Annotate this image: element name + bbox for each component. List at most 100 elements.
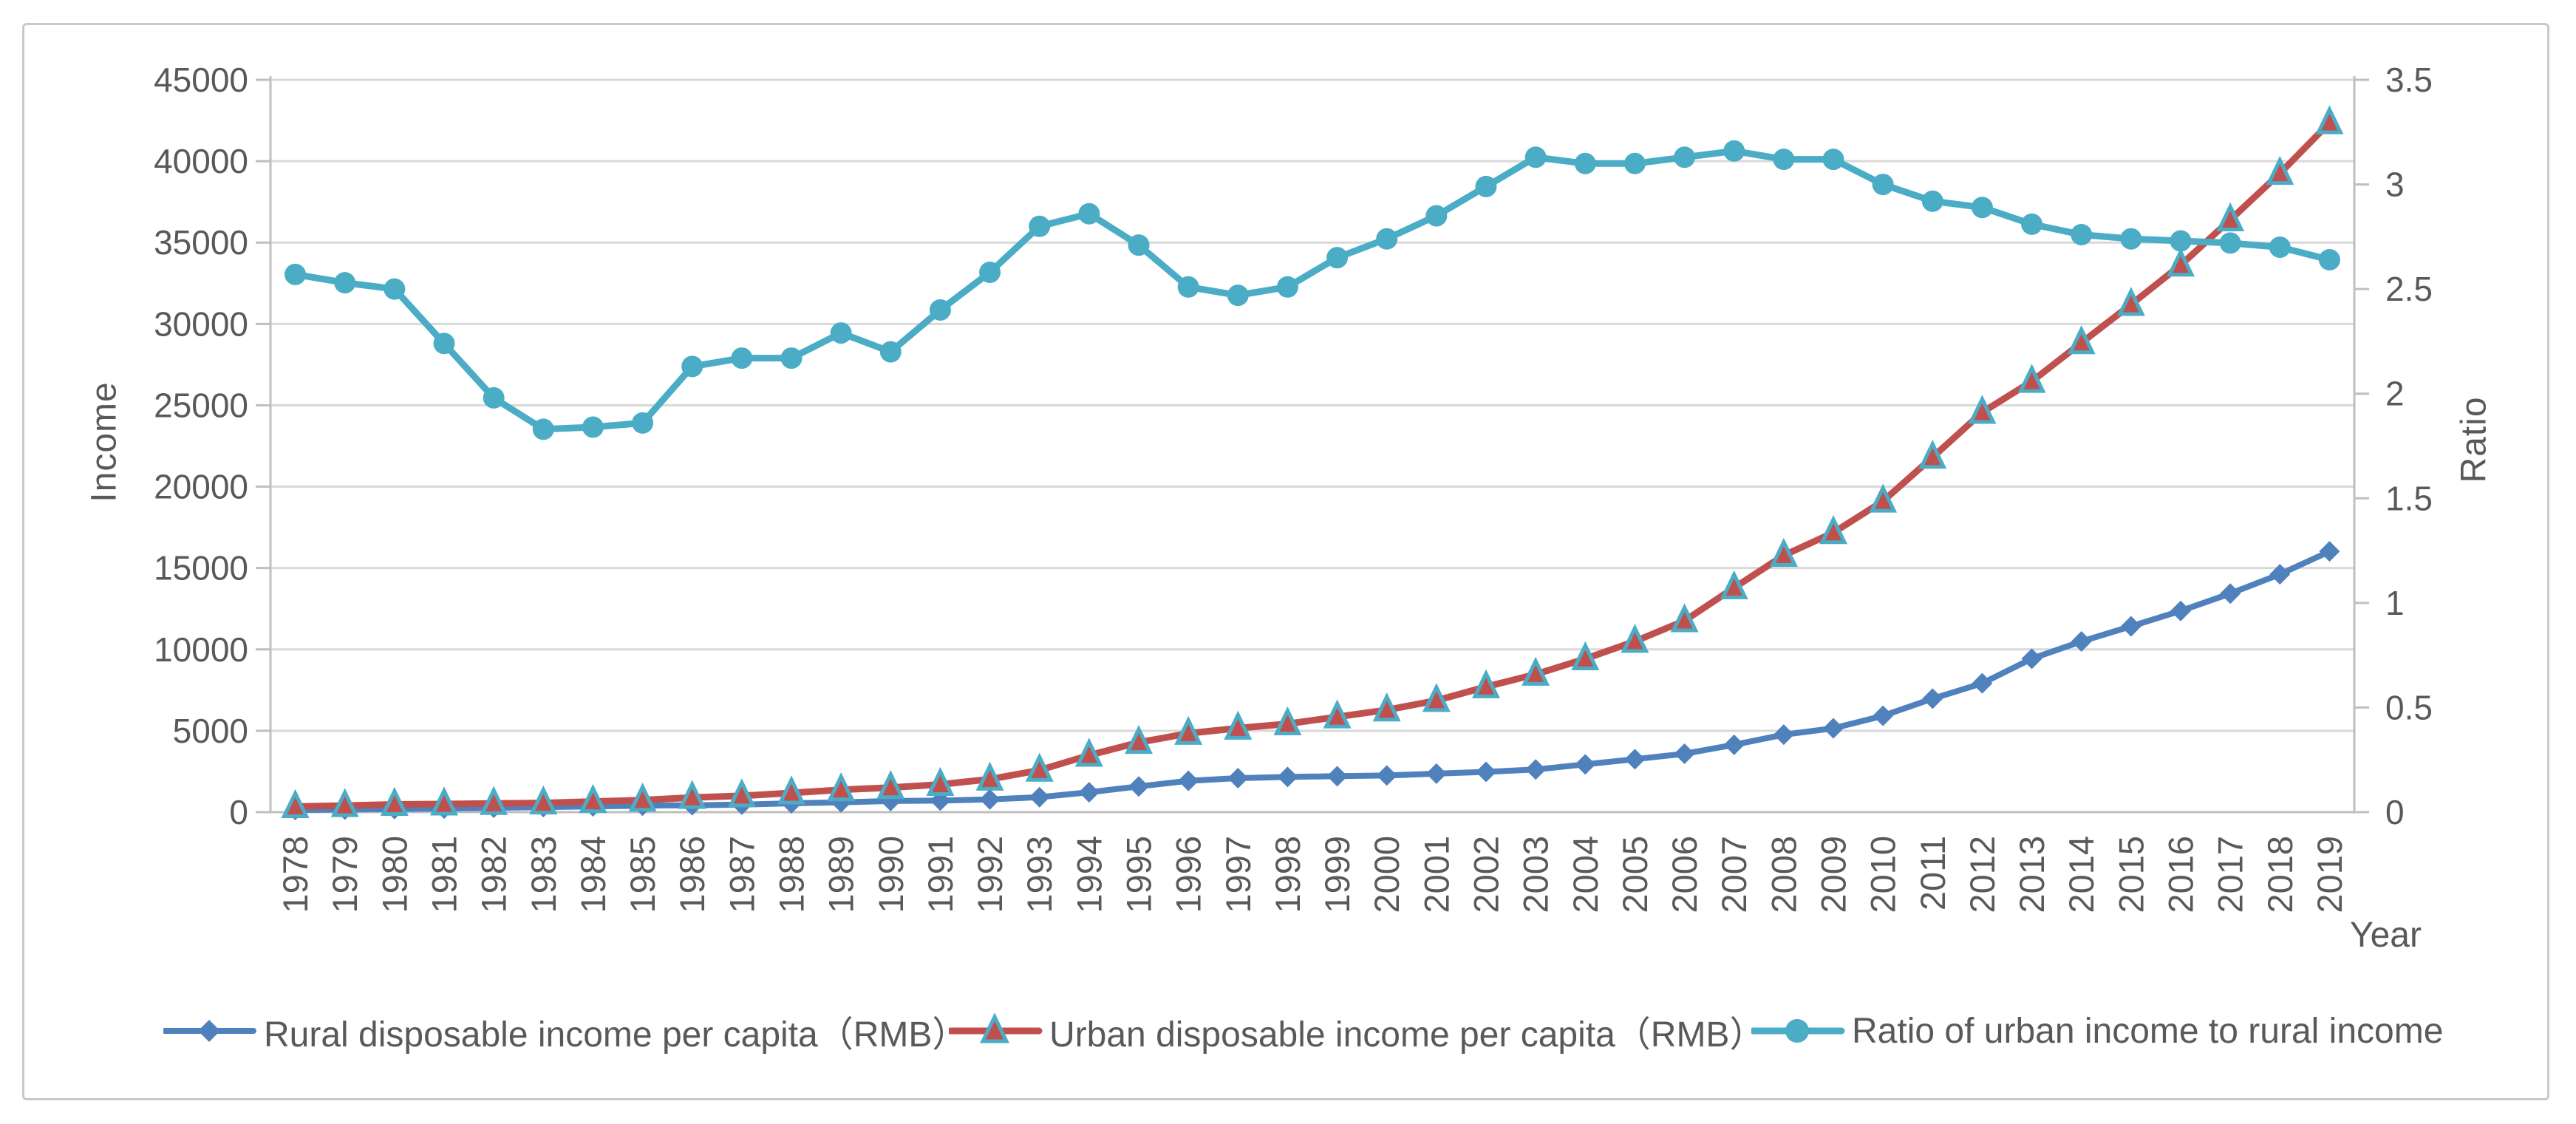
x-tick-label: 1986 xyxy=(672,836,712,913)
x-tick-label: 1990 xyxy=(871,836,910,913)
triangle-marker-icon xyxy=(480,786,508,815)
triangle-marker-icon xyxy=(2167,247,2195,277)
x-tick-label: 2004 xyxy=(1566,836,1605,913)
triangle-marker-icon xyxy=(1174,715,1203,745)
triangle-marker-icon xyxy=(1025,752,1054,782)
right-tick-label: 2 xyxy=(2385,375,2405,413)
circle-marker-icon xyxy=(2120,228,2142,250)
legend-label-urban: Urban disposable income per capita（RMB） xyxy=(1049,1015,1765,1055)
circle-marker-icon xyxy=(2269,236,2291,259)
x-tick-label: 1994 xyxy=(1069,836,1108,913)
legend-item-ratio[interactable]: Ratio of urban income to rural income xyxy=(1751,1007,2443,1055)
legend-marker-ratio-circle-icon xyxy=(1751,1019,1845,1043)
x-tick-label: 2019 xyxy=(2310,836,2349,913)
x-tick-label: 2006 xyxy=(1665,836,1704,913)
x-tick-label: 1989 xyxy=(822,836,861,913)
legend-item-rural[interactable]: Rural disposable income per capita（RMB） xyxy=(163,1007,967,1055)
circle-marker-icon xyxy=(2318,249,2340,271)
triangle-marker-icon xyxy=(1968,395,1997,424)
circle-marker-icon xyxy=(879,341,902,363)
x-tick-label: 1992 xyxy=(970,836,1009,913)
triangle-marker-icon xyxy=(1918,439,1947,469)
circle-marker-icon xyxy=(1524,146,1547,168)
legend-label-ratio: Ratio of urban income to rural income xyxy=(1852,1011,2444,1051)
circle-marker-icon xyxy=(2170,230,2192,252)
diamond-marker-icon xyxy=(2021,648,2042,670)
x-tick-label: 1979 xyxy=(325,836,364,913)
circle-marker-icon xyxy=(582,416,604,438)
triangle-marker-icon xyxy=(1819,515,1847,545)
x-tick-label: 2003 xyxy=(1516,836,1556,913)
circle-marker-icon xyxy=(1475,175,1497,197)
circle-marker-icon xyxy=(1773,149,1795,171)
circle-marker-icon xyxy=(2071,224,2093,246)
circle-marker-icon xyxy=(1326,247,1349,269)
triangle-marker-icon xyxy=(2067,325,2096,355)
circle-marker-icon xyxy=(830,322,852,344)
triangle-marker-icon xyxy=(1769,537,1798,567)
left-axis-title: Income xyxy=(84,381,124,503)
diamond-marker-icon xyxy=(2071,631,2092,653)
series-line xyxy=(292,548,2333,813)
triangle-marker-icon xyxy=(2116,287,2145,316)
diamond-marker-icon xyxy=(1425,763,1447,784)
left-tick-label: 45000 xyxy=(154,61,248,99)
circle-marker-icon xyxy=(1029,215,1051,237)
diamond-marker-icon xyxy=(1178,770,1199,791)
x-tick-label: 1993 xyxy=(1020,836,1059,913)
x-tick-label: 1978 xyxy=(276,836,315,913)
right-tick-label: 0 xyxy=(2385,793,2405,831)
x-tick-label: 2000 xyxy=(1367,836,1406,913)
diamond-marker-icon xyxy=(1873,705,1894,726)
x-tick-label: 2009 xyxy=(1814,836,1853,913)
triangle-marker-icon xyxy=(2266,155,2294,185)
diamond-marker-icon xyxy=(2170,600,2191,621)
triangle-marker-icon xyxy=(1323,699,1352,729)
x-tick-label: 1984 xyxy=(573,836,613,913)
diamond-marker-icon xyxy=(2120,616,2141,637)
diamond-marker-icon xyxy=(1575,754,1596,775)
diamond-marker-icon xyxy=(1029,786,1050,808)
right-tick-label: 1 xyxy=(2385,584,2405,622)
diamond-marker-icon xyxy=(979,788,1001,810)
legend-item-urban[interactable]: Urban disposable income per capita（RMB） xyxy=(949,1007,1765,1055)
triangle-marker-icon xyxy=(1074,738,1103,767)
circle-marker-icon xyxy=(433,333,455,355)
chart-frame[interactable] xyxy=(22,23,2549,1100)
circle-marker-icon xyxy=(1227,285,1249,307)
circle-marker-icon xyxy=(1376,228,1398,250)
circle-marker-icon xyxy=(681,355,703,378)
series-urban xyxy=(281,105,2344,818)
right-tick-label: 3 xyxy=(2385,166,2405,204)
x-tick-label: 2008 xyxy=(1764,836,1803,913)
triangle-marker-icon xyxy=(1125,724,1153,755)
x-tick-label: 1983 xyxy=(524,836,563,913)
x-tick-label: 1995 xyxy=(1120,836,1159,913)
circle-marker-icon xyxy=(2219,232,2241,254)
legend-marker-rural-diamond-icon xyxy=(163,1020,256,1042)
left-tick-label: 5000 xyxy=(173,712,248,750)
circle-marker-icon xyxy=(384,278,406,300)
x-tick-label: 2011 xyxy=(1913,836,1952,910)
diamond-marker-icon xyxy=(1277,766,1298,788)
circle-marker-icon xyxy=(1822,149,1844,171)
diamond-marker-icon xyxy=(1773,724,1794,746)
circle-marker-icon xyxy=(2021,213,2043,235)
diamond-marker-icon xyxy=(1476,761,1496,783)
x-tick-label: 1985 xyxy=(623,836,662,913)
series-ratio xyxy=(284,140,2340,440)
x-tick-label: 2012 xyxy=(1963,836,2002,913)
circle-marker-icon xyxy=(334,272,356,294)
diamond-marker-icon xyxy=(1525,759,1547,780)
x-tick-label: 1981 xyxy=(425,836,464,913)
triangle-marker-icon xyxy=(1571,641,1600,671)
circle-marker-icon xyxy=(483,386,505,409)
x-tick-label: 1988 xyxy=(772,836,811,913)
triangle-marker-icon xyxy=(1224,710,1253,740)
circle-marker-icon xyxy=(1128,234,1150,256)
circle-marker-icon xyxy=(1674,146,1696,168)
x-tick-label: 2018 xyxy=(2260,836,2300,913)
triangle-marker-icon xyxy=(1422,683,1451,712)
right-tick-label: 2.5 xyxy=(2385,270,2433,308)
